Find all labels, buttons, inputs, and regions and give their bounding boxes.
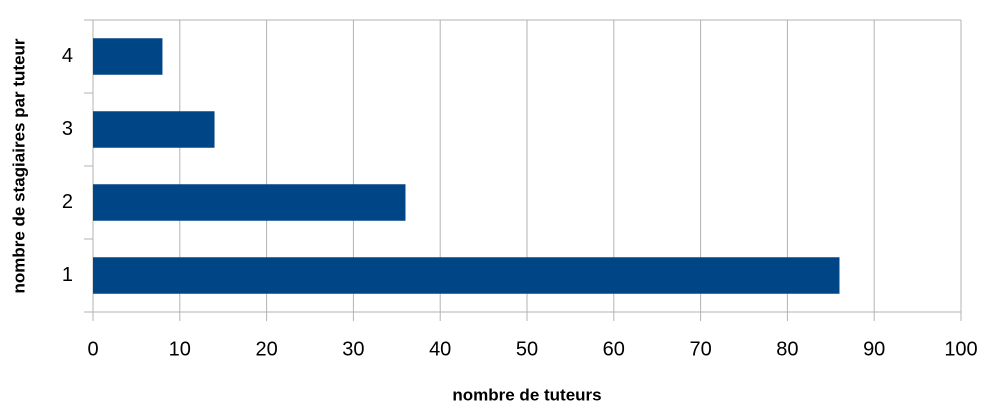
x-tick-label: 30 — [342, 338, 364, 360]
x-tick-label: 0 — [87, 338, 98, 360]
x-tick-label: 100 — [944, 338, 977, 360]
y-axis-title: nombre de stagiaires par tuteur — [9, 38, 28, 293]
x-tick-label: 50 — [516, 338, 538, 360]
x-tick-label: 80 — [776, 338, 798, 360]
x-tick-label: 20 — [255, 338, 277, 360]
x-tick-label: 60 — [603, 338, 625, 360]
y-tick-label: 1 — [62, 264, 73, 286]
y-tick-label: 2 — [62, 191, 73, 213]
x-tick-label: 10 — [169, 338, 191, 360]
bar — [93, 184, 406, 221]
x-tick-label: 40 — [429, 338, 451, 360]
x-axis-title: nombre de tuteurs — [452, 385, 601, 404]
bar — [93, 111, 215, 148]
y-tick-label: 4 — [62, 45, 73, 67]
x-tick-label: 90 — [863, 338, 885, 360]
x-tick-label: 70 — [689, 338, 711, 360]
bar — [93, 257, 840, 294]
y-tick-label: 3 — [62, 118, 73, 140]
bar — [93, 38, 163, 75]
